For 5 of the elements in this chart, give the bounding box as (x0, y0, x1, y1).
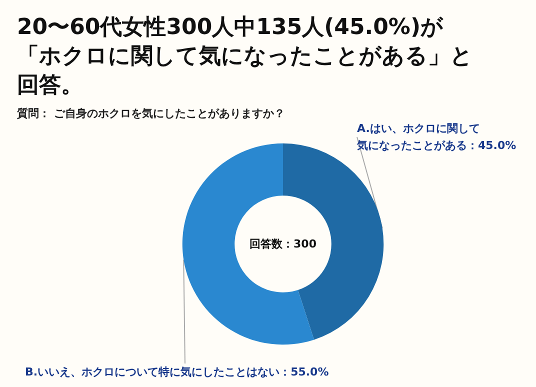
text: 回答数：300 (250, 238, 317, 250)
chart-title: 20〜60代女性300人中135人(45.0%)が「ホクロに関して気になったことがある」と回答。 (17, 15, 473, 98)
slice-label: A.はい、ホクロに関して気になったことがある：45.0% (356, 122, 516, 152)
slice-label: B.いいえ、ホクロについて特に気にしたことはない：55.0% (25, 366, 329, 378)
chart-subtitle: 質問： ご自身のホクロを気にしたことがありますか？ (16, 107, 285, 120)
